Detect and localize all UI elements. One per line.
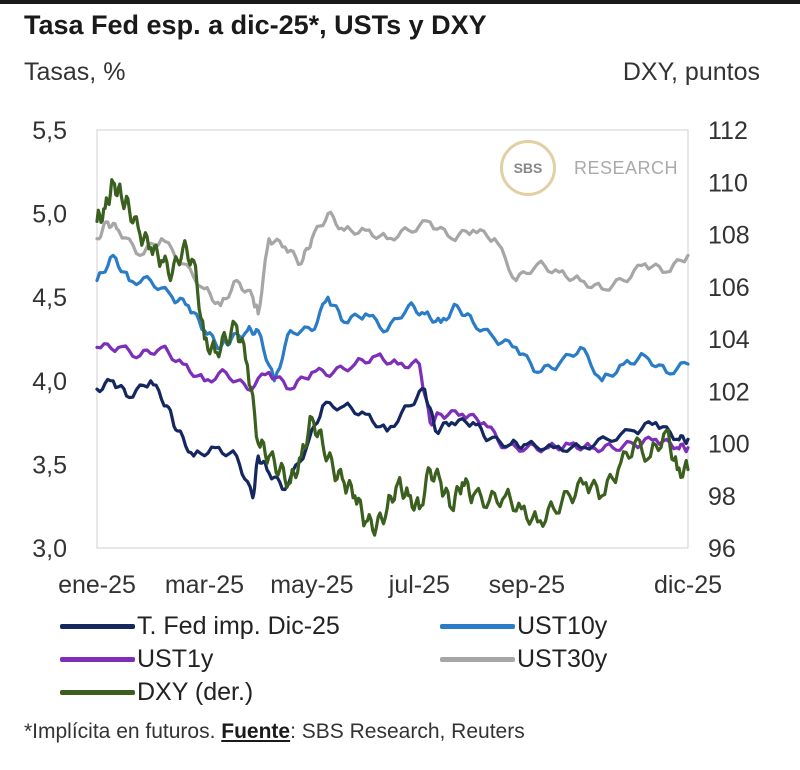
legend-label: UST30y xyxy=(517,645,608,673)
chart-area: 5,5 5,0 4,5 4,0 3,5 3,0 112 110 108 106 104 102 100… xyxy=(32,117,750,599)
series-line-t-fed-imp-dic-25 xyxy=(95,377,690,500)
y2-tick-label: 110 xyxy=(708,169,748,197)
series-line-dxy-der xyxy=(95,178,690,537)
y-tick-label: 5,0 xyxy=(32,201,67,229)
right-axis-title: DXY, puntos xyxy=(622,58,760,86)
x-tick-label: ene-25 xyxy=(58,571,136,599)
legend-swatch xyxy=(60,690,135,695)
x-tick-label: sep-25 xyxy=(489,571,565,599)
legend-label: UST10y xyxy=(517,612,608,640)
y2-tick-label: 104 xyxy=(708,326,750,354)
chart-title: Tasa Fed esp. a dic-25*, USTs y DXY xyxy=(24,10,487,40)
left-axis-title: Tasas, % xyxy=(24,58,126,86)
x-tick-label: may-25 xyxy=(270,571,353,599)
sbs-research-logo: SBS RESEARCH xyxy=(500,140,678,196)
series-line-ust1y xyxy=(95,342,690,454)
logo-mark: SBS xyxy=(500,140,556,196)
legend-item-dxy: DXY (der.) xyxy=(60,678,253,707)
legend-item-ust30y: UST30y xyxy=(440,645,607,674)
footer-note: *Implícita en futuros. Fuente: SBS Resea… xyxy=(24,720,525,744)
y-tick-label: 4,5 xyxy=(32,284,67,312)
series-line-ust10y xyxy=(95,253,690,383)
legend-item-ust10y: UST10y xyxy=(440,612,607,641)
y2-tick-label: 100 xyxy=(708,431,750,459)
legend-swatch xyxy=(60,624,135,629)
x-tick-label: dic-25 xyxy=(654,571,722,599)
y-tick-label: 5,5 xyxy=(32,117,67,145)
logo-text: RESEARCH xyxy=(574,157,679,178)
x-tick-label: mar-25 xyxy=(165,571,244,599)
footer-source-text: : SBS Research, Reuters xyxy=(290,720,525,743)
x-tick-label: jul-25 xyxy=(388,571,450,599)
legend-swatch xyxy=(440,657,515,662)
y2-tick-label: 112 xyxy=(708,117,748,145)
chart-legend: T. Fed imp. Dic-25 UST10y UST1y UST30y D… xyxy=(60,612,760,712)
legend-swatch xyxy=(440,624,515,629)
y2-tick-label: 96 xyxy=(708,535,736,563)
plot-frame xyxy=(96,129,689,549)
legend-item-ust1y: UST1y xyxy=(60,645,213,674)
legend-label: UST1y xyxy=(137,645,214,673)
y2-tick-label: 102 xyxy=(708,378,750,406)
series-line-ust30y xyxy=(95,210,690,316)
legend-item-fed: T. Fed imp. Dic-25 xyxy=(60,612,340,641)
y2-tick-label: 108 xyxy=(708,222,750,250)
legend-swatch xyxy=(60,657,135,662)
legend-label: DXY (der.) xyxy=(137,678,254,706)
top-rule xyxy=(0,0,800,4)
footer-note-text: *Implícita en futuros. xyxy=(24,720,222,743)
y2-tick-label: 98 xyxy=(708,483,736,511)
y-tick-label: 3,0 xyxy=(32,535,67,563)
legend-label: T. Fed imp. Dic-25 xyxy=(137,612,340,640)
footer-source-label: Fuente xyxy=(221,720,291,743)
y-tick-label: 4,0 xyxy=(32,368,67,396)
y2-tick-label: 106 xyxy=(708,274,750,302)
y-tick-label: 3,5 xyxy=(32,451,67,479)
